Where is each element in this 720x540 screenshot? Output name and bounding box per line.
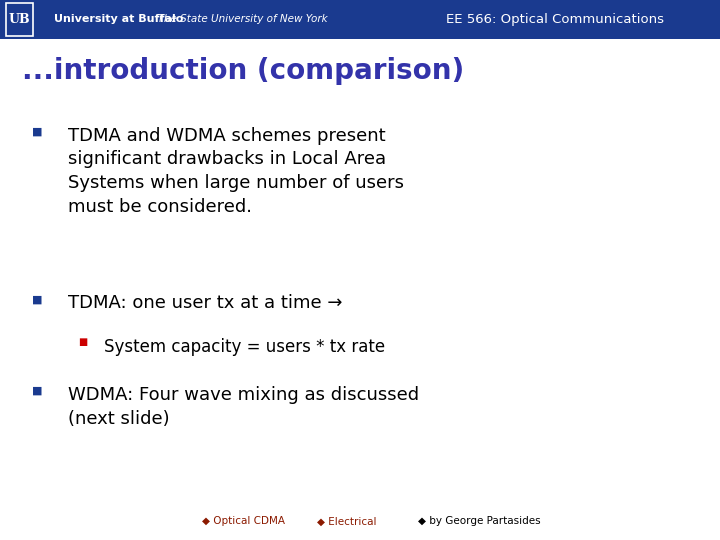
Text: ■: ■ bbox=[32, 127, 43, 137]
Text: System capacity = users * tx rate: System capacity = users * tx rate bbox=[104, 338, 385, 355]
Text: University at Buffalo: University at Buffalo bbox=[54, 15, 184, 24]
Text: ■: ■ bbox=[32, 294, 43, 305]
Text: TDMA: one user tx at a time →: TDMA: one user tx at a time → bbox=[68, 294, 343, 312]
Text: WDMA: Four wave mixing as discussed
(next slide): WDMA: Four wave mixing as discussed (nex… bbox=[68, 386, 420, 428]
Text: The State University of New York: The State University of New York bbox=[151, 15, 328, 24]
Text: ...introduction (comparison): ...introduction (comparison) bbox=[22, 57, 464, 85]
Text: TDMA and WDMA schemes present
significant drawbacks in Local Area
Systems when l: TDMA and WDMA schemes present significan… bbox=[68, 127, 405, 215]
FancyBboxPatch shape bbox=[0, 0, 720, 39]
Text: ◆ Optical CDMA: ◆ Optical CDMA bbox=[202, 516, 284, 526]
Text: ◆ Electrical: ◆ Electrical bbox=[317, 516, 377, 526]
Text: ◆ by George Partasides: ◆ by George Partasides bbox=[418, 516, 540, 526]
Text: ■: ■ bbox=[78, 338, 87, 348]
Text: ■: ■ bbox=[32, 386, 43, 396]
Text: UB: UB bbox=[9, 13, 30, 26]
Text: EE 566: Optical Communications: EE 566: Optical Communications bbox=[446, 13, 665, 26]
